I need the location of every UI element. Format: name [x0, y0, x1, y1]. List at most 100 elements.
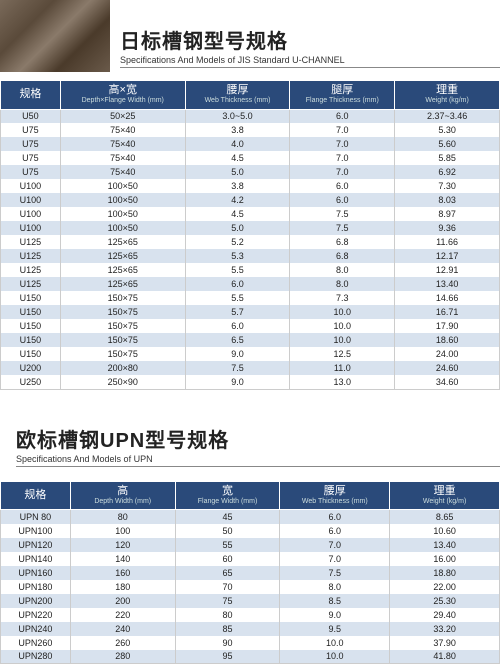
table-cell: 8.0	[280, 580, 390, 594]
col-cn: 腰厚	[188, 84, 288, 97]
table-cell: 4.0	[185, 137, 290, 151]
table-cell: UPN 80	[1, 510, 71, 524]
table-cell: 24.00	[395, 347, 500, 361]
table-cell: 8.5	[280, 594, 390, 608]
table-cell: 9.0	[280, 608, 390, 622]
table-row: U125125×655.58.012.91	[1, 263, 500, 277]
table-cell: 10.0	[280, 650, 390, 664]
table-cell: 12.5	[290, 347, 395, 361]
col-en: Web Thickness (mm)	[188, 97, 288, 105]
column-header: 宽Flange Width (mm)	[175, 481, 280, 510]
table-cell: 6.8	[290, 249, 395, 263]
table-cell: 75×40	[60, 123, 185, 137]
table-cell: UPN260	[1, 636, 71, 650]
table-cell: 29.40	[390, 608, 500, 622]
column-header: 腰厚Web Thickness (mm)	[280, 481, 390, 510]
spacer	[0, 390, 500, 414]
table-cell: 7.0	[290, 123, 395, 137]
table-cell: 100×50	[60, 207, 185, 221]
table-cell: UPN160	[1, 566, 71, 580]
table-row: U125125×656.08.013.40	[1, 277, 500, 291]
table-cell: 5.30	[395, 123, 500, 137]
table-cell: U200	[1, 361, 61, 375]
table-cell: 4.2	[185, 193, 290, 207]
col-en: Weight (kg/m)	[397, 97, 497, 105]
table-row: U100100×503.86.07.30	[1, 179, 500, 193]
table-cell: 125×65	[60, 235, 185, 249]
table-cell: 6.0	[280, 524, 390, 538]
table-cell: 45	[175, 510, 280, 524]
title-underline	[120, 67, 500, 68]
table-cell: 160	[70, 566, 175, 580]
table-cell: UPN240	[1, 622, 71, 636]
table-cell: U50	[1, 109, 61, 123]
table-cell: 95	[175, 650, 280, 664]
table-cell: U150	[1, 319, 61, 333]
table-cell: 18.60	[395, 333, 500, 347]
table-row: U150150×756.510.018.60	[1, 333, 500, 347]
table-cell: UPN220	[1, 608, 71, 622]
title-underline	[16, 466, 500, 467]
table-cell: 2.37~3.46	[395, 109, 500, 123]
table-cell: UPN280	[1, 650, 71, 664]
table-cell: 220	[70, 608, 175, 622]
table-cell: 3.0~5.0	[185, 109, 290, 123]
table-cell: 7.0	[280, 538, 390, 552]
table-cell: 8.0	[290, 263, 395, 277]
table-row: UPN 8080456.08.65	[1, 510, 500, 524]
table-cell: 120	[70, 538, 175, 552]
table-cell: 16.71	[395, 305, 500, 319]
col-en: Weight (kg/m)	[392, 498, 497, 506]
table-cell: 75	[175, 594, 280, 608]
col-en: Depth×Flange Width (mm)	[63, 97, 183, 105]
table-cell: 7.5	[185, 361, 290, 375]
table-cell: 140	[70, 552, 175, 566]
table2-head: 规格高Depth Width (mm)宽Flange Width (mm)腰厚W…	[1, 481, 500, 510]
table-cell: 8.0	[290, 277, 395, 291]
table-row: UPN100100506.010.60	[1, 524, 500, 538]
table-cell: 24.60	[395, 361, 500, 375]
column-header: 高×宽Depth×Flange Width (mm)	[60, 81, 185, 110]
table-cell: UPN180	[1, 580, 71, 594]
table-cell: 75×40	[60, 165, 185, 179]
table-cell: 75×40	[60, 151, 185, 165]
table-cell: 55	[175, 538, 280, 552]
table-cell: 200×80	[60, 361, 185, 375]
table-row: UPN240240859.533.20	[1, 622, 500, 636]
col-en: Depth Width (mm)	[73, 498, 173, 506]
table1-body: U5050×253.0~5.06.02.37~3.46U7575×403.87.…	[1, 109, 500, 389]
column-header: 高Depth Width (mm)	[70, 481, 175, 510]
upn-channel-table: 规格高Depth Width (mm)宽Flange Width (mm)腰厚W…	[0, 481, 500, 664]
col-cn: 宽	[178, 485, 278, 498]
table-row: UPN2602609010.037.90	[1, 636, 500, 650]
table-cell: 17.90	[395, 319, 500, 333]
table-cell: 8.65	[390, 510, 500, 524]
table-cell: 50	[175, 524, 280, 538]
table-row: U100100×504.26.08.03	[1, 193, 500, 207]
table-cell: 3.8	[185, 179, 290, 193]
table-cell: 5.2	[185, 235, 290, 249]
table-cell: 90	[175, 636, 280, 650]
table-cell: U150	[1, 347, 61, 361]
table-cell: 80	[175, 608, 280, 622]
table-cell: 13.40	[390, 538, 500, 552]
table-row: U7575×404.07.05.60	[1, 137, 500, 151]
table-cell: 12.17	[395, 249, 500, 263]
table-cell: 6.0	[185, 277, 290, 291]
section1-title-en: Specifications And Models of JIS Standar…	[120, 55, 500, 65]
table-cell: 7.0	[290, 151, 395, 165]
table-cell: 75×40	[60, 137, 185, 151]
table-cell: 9.0	[185, 375, 290, 389]
table-cell: 10.0	[280, 636, 390, 650]
column-header: 规格	[1, 81, 61, 110]
table-row: U100100×505.07.59.36	[1, 221, 500, 235]
table-cell: U100	[1, 221, 61, 235]
table-cell: 34.60	[395, 375, 500, 389]
table-cell: 100×50	[60, 193, 185, 207]
table-cell: 5.5	[185, 263, 290, 277]
table-row: U7575×404.57.05.85	[1, 151, 500, 165]
table-cell: 150×75	[60, 333, 185, 347]
table-cell: 65	[175, 566, 280, 580]
table-cell: 11.66	[395, 235, 500, 249]
table-row: U7575×405.07.06.92	[1, 165, 500, 179]
